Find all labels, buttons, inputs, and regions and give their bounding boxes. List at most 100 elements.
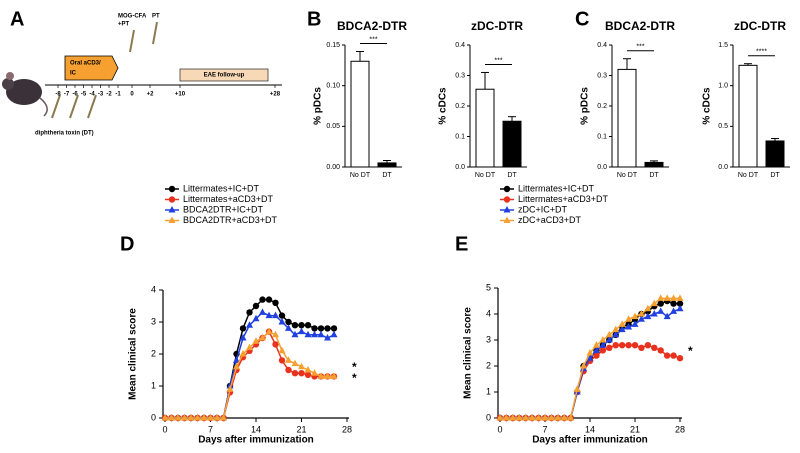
bar xyxy=(475,88,495,168)
y-axis-label: % pDCs xyxy=(313,87,324,125)
immunization-text: +PT xyxy=(118,22,130,28)
timeline-label: +28 xyxy=(270,92,281,98)
y-tick-label: 0.2 xyxy=(597,103,607,110)
marker xyxy=(612,330,620,338)
marker xyxy=(605,336,613,343)
marker xyxy=(676,355,684,362)
y-tick-label: 5 xyxy=(486,282,491,292)
x-tick-label: No DT xyxy=(738,172,759,179)
marker xyxy=(272,311,279,319)
timeline-label: -8 xyxy=(55,92,61,98)
x-tick-label: 14 xyxy=(251,424,261,434)
marker xyxy=(330,372,338,379)
timeline-label: -2 xyxy=(106,92,112,98)
marker xyxy=(618,320,626,327)
bar xyxy=(350,60,370,168)
x-tick-label: No DT xyxy=(475,172,496,179)
marker xyxy=(599,336,607,343)
panel-label: E xyxy=(455,233,468,255)
marker xyxy=(625,323,633,330)
legend-label: zDC+IC+DT xyxy=(518,204,568,214)
timeline-label: +10 xyxy=(175,92,186,98)
marker xyxy=(496,414,504,421)
marker xyxy=(291,370,299,377)
annotation: * xyxy=(352,371,357,385)
legend-label: Littermates+aCD3+DT xyxy=(518,194,609,204)
marker xyxy=(651,344,658,351)
marker xyxy=(663,294,671,301)
x-tick-label: 0 xyxy=(162,424,167,434)
marker xyxy=(252,314,260,322)
timeline-label: -3 xyxy=(98,92,104,98)
marker xyxy=(252,337,260,344)
y-tick-label: 2 xyxy=(151,348,156,358)
marker xyxy=(541,414,549,421)
x-tick-label: 28 xyxy=(342,424,352,434)
significance-label: *** xyxy=(369,36,377,43)
marker xyxy=(657,347,664,354)
marker xyxy=(259,334,266,341)
marker xyxy=(324,334,331,341)
chart-title: BDCA2-DTR xyxy=(337,19,407,33)
y-tick-label: 1.0 xyxy=(718,83,728,90)
y-tick-label: 0.3 xyxy=(455,72,465,79)
marker xyxy=(252,302,260,310)
significance-label: *** xyxy=(636,44,644,51)
x-tick-label: 0 xyxy=(497,424,502,434)
bar xyxy=(765,140,785,168)
marker xyxy=(637,315,645,322)
marker xyxy=(272,341,279,348)
followup-text: EAE follow-up xyxy=(204,73,245,79)
x-tick-label: 7 xyxy=(542,424,547,434)
significance-label: *** xyxy=(494,57,502,64)
treatment-text: IC xyxy=(70,71,77,77)
y-tick-label: 0.05 xyxy=(326,123,340,130)
marker xyxy=(330,325,338,332)
annotation: * xyxy=(352,360,357,374)
legend-marker xyxy=(168,185,176,193)
y-tick-label: 3 xyxy=(486,334,491,344)
marker xyxy=(631,312,639,320)
marker xyxy=(174,414,182,421)
y-axis-label: % cDCs xyxy=(702,87,713,125)
marker xyxy=(592,341,600,348)
marker xyxy=(586,354,594,361)
panel-label: B xyxy=(307,8,321,30)
marker xyxy=(291,330,299,338)
marker xyxy=(657,307,665,314)
panel-label: A xyxy=(10,8,24,30)
y-axis-label: Mean clinical score xyxy=(128,308,139,400)
marker xyxy=(586,349,594,356)
y-tick-label: 3 xyxy=(151,316,156,326)
marker xyxy=(580,362,588,369)
marker xyxy=(239,350,247,357)
timeline-label: -7 xyxy=(64,92,70,98)
legend-marker xyxy=(503,185,511,193)
marker xyxy=(272,299,279,306)
marker xyxy=(298,362,305,370)
marker xyxy=(644,342,652,349)
x-tick-label: DT xyxy=(507,172,517,179)
marker xyxy=(317,330,325,338)
marker xyxy=(535,414,543,421)
marker xyxy=(187,414,195,421)
treatment-box xyxy=(64,55,119,81)
timeline-label: -4 xyxy=(89,92,95,98)
marker xyxy=(330,330,338,338)
y-tick-label: 4 xyxy=(486,308,491,318)
x-axis-label: Days after immunization xyxy=(198,435,314,446)
marker xyxy=(278,318,286,325)
marker xyxy=(644,304,652,312)
marker xyxy=(637,310,645,317)
x-tick-label: 21 xyxy=(630,424,640,434)
y-tick-label: 0.2 xyxy=(455,103,465,110)
legend-label: Littermates+aCD3+DT xyxy=(183,194,274,204)
marker xyxy=(265,296,273,303)
syringe-icons xyxy=(51,21,158,119)
x-tick-label: 28 xyxy=(675,424,685,434)
marker xyxy=(573,385,581,392)
marker xyxy=(278,312,286,319)
marker xyxy=(233,362,240,370)
timeline-label: -5 xyxy=(81,92,87,98)
